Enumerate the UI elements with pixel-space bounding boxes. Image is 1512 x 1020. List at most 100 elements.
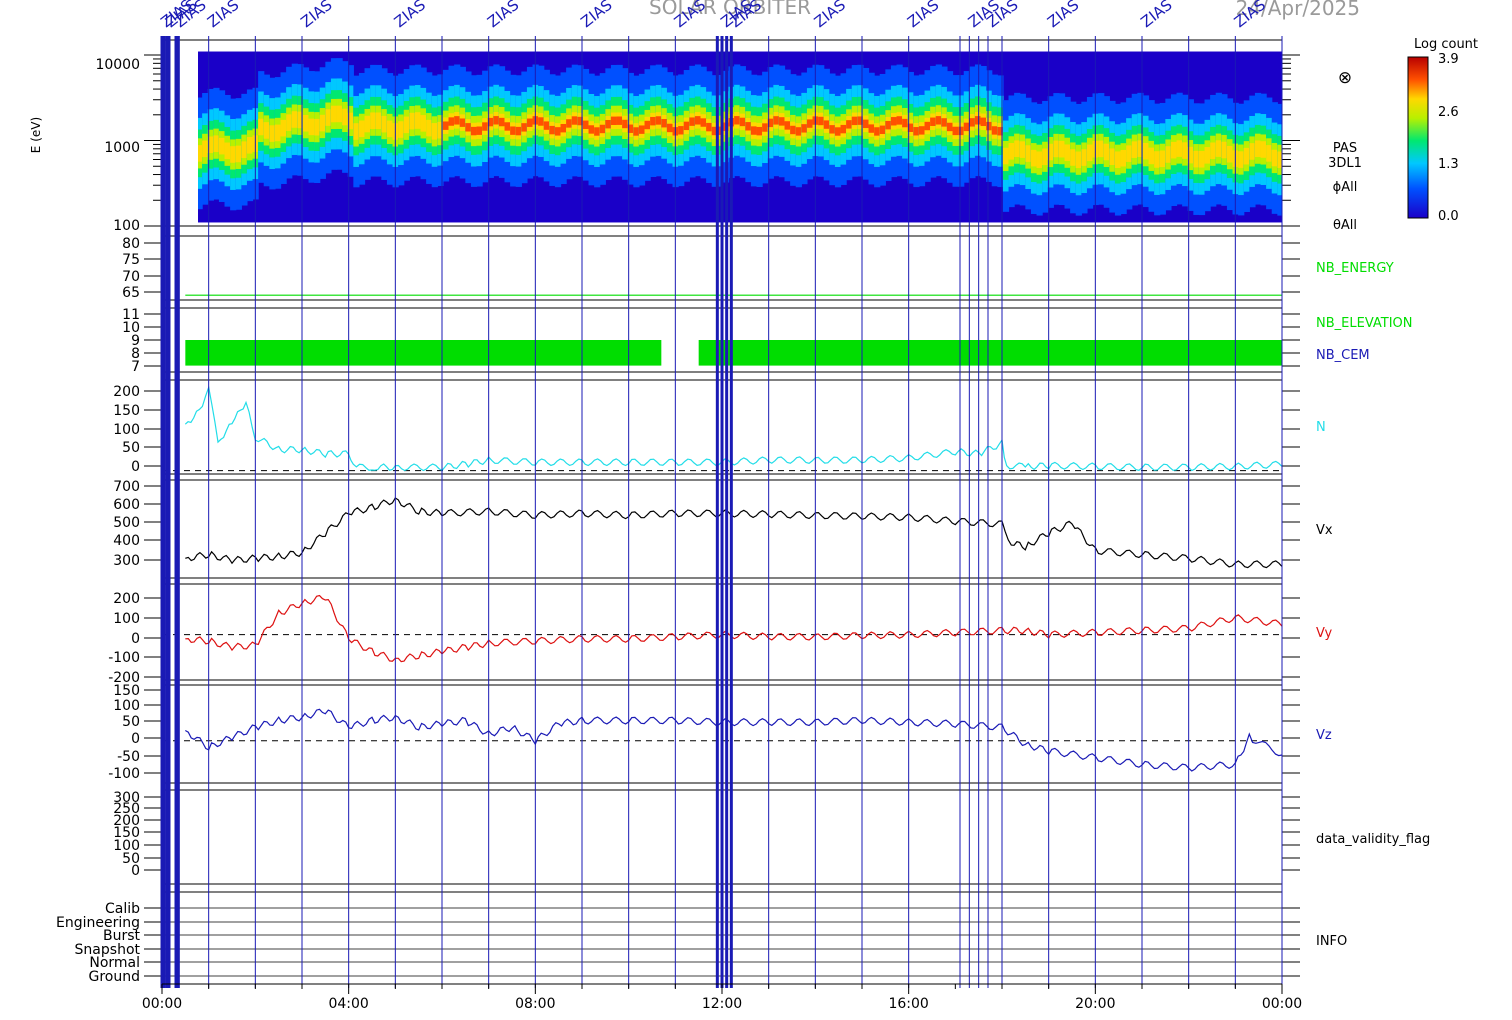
event-marker-label: ZIAS (904, 0, 942, 31)
spectrogram-cell (1271, 149, 1278, 167)
series-label-info: INFO (1316, 934, 1347, 949)
spectrogram-cell (700, 118, 707, 127)
spectrogram-cell (1198, 150, 1206, 168)
spectrogram-cell (750, 126, 758, 135)
panel-tick-label: 80 (122, 236, 140, 252)
spectrogram-cell (582, 120, 590, 129)
panel-info: CalibEngineeringBurstSnapshotNormalGroun… (56, 891, 1300, 985)
series-label-nb-elevation: NB_ELEVATION (1316, 316, 1413, 331)
spectrogram-cell (431, 123, 438, 140)
spectrogram-cell (633, 127, 640, 136)
spectrogram-cell (739, 117, 746, 127)
panel-tick-label: 9 (131, 333, 140, 349)
panel-tick-label: 200 (113, 813, 140, 829)
time-axis-label: 00:00 (1262, 996, 1302, 1012)
spectrogram-cell (773, 116, 780, 125)
panel-tick-label: 200 (113, 384, 140, 400)
spectrogram-cell (1030, 149, 1038, 167)
panel-tick-label: 0 (131, 459, 140, 475)
spectrogram-cell (353, 123, 360, 140)
spectrogram-cell (930, 117, 937, 126)
spectrogram-cell (1187, 146, 1194, 164)
panel-tick-label: 300 (113, 553, 140, 569)
panel-tick-label: 250 (113, 801, 140, 817)
spectrogram-cell (319, 114, 326, 132)
spectrogram-cell (980, 117, 987, 127)
product-label: 3DL1 (1328, 156, 1362, 171)
spectrogram-cell (213, 135, 220, 152)
spectrogram-cell (191, 119, 197, 190)
spectrogram-cell (907, 123, 914, 132)
spectrogram-cell (1114, 151, 1122, 168)
time-axis: 00:00 04:00 08:00 12:00 16:00 20:00 00:00 (142, 983, 1302, 1012)
time-axis-label: 04:00 (328, 996, 368, 1012)
spectrogram-cell (1075, 151, 1082, 169)
panel-tick-label: 0 (131, 631, 140, 647)
chart-title: SOLAR ORBITER (649, 0, 811, 19)
spectrogram-tick: 10000 (95, 57, 140, 73)
spectrogram-cell (493, 116, 500, 125)
spectrogram-cell (347, 112, 354, 130)
spectrogram-cell (767, 118, 774, 128)
spectrogram-cell (661, 119, 668, 128)
spectrogram-cell (650, 116, 657, 126)
spectrogram-cell (689, 117, 696, 126)
spectrogram-cell (398, 121, 405, 138)
colorbar-title: Log count (1414, 37, 1478, 52)
spectrogram-cell (879, 125, 886, 135)
spectrogram-cell (1019, 141, 1026, 158)
colorbar-tick: 1.3 (1438, 157, 1459, 172)
spectrogram-cell (258, 118, 265, 136)
theta-label: θAll (1333, 218, 1357, 233)
spectrogram-cell (482, 122, 489, 131)
spectrogram-cell (246, 137, 254, 154)
spectrogram-cell (1193, 150, 1200, 168)
spectrogram-cell (756, 126, 763, 136)
spectrogram-cell (560, 123, 567, 133)
spectrogram-cell (224, 142, 231, 160)
spectrogram-cell (991, 126, 998, 135)
spectrogram-cell (1266, 145, 1273, 162)
spectrogram-cell (386, 120, 394, 138)
colorbar-gradient (1407, 56, 1429, 219)
panel-tick-label: 700 (113, 479, 140, 495)
spectrogram-cell (997, 127, 1004, 136)
spectrogram-cell (1086, 144, 1094, 162)
panel-tick-label: Snapshot (75, 942, 141, 958)
spectrogram-cell (1064, 144, 1071, 162)
spectrogram-cell (913, 127, 920, 136)
panel-tick-label: 75 (122, 252, 140, 268)
spectrogram-cell (1025, 145, 1032, 162)
spectrogram-cell (806, 119, 814, 128)
spectrogram-cell (890, 117, 898, 126)
spectrogram-cell (1008, 143, 1015, 160)
panel-tick-label: 100 (113, 611, 140, 627)
spectrogram-cell (851, 116, 858, 126)
panel-tick-label: -200 (108, 670, 140, 686)
spectrogram-cell (504, 122, 511, 131)
event-marker-label: ZIAS (204, 0, 242, 31)
spectrogram-cell (409, 112, 416, 130)
series-line-density (184, 384, 1283, 472)
spectrogram-cell (1103, 143, 1110, 161)
spectrogram-cell (605, 119, 612, 129)
panel-tick-label: 11 (122, 307, 140, 323)
panel-tick-label: 50 (122, 714, 140, 730)
panel-vx: 700 600 500 400 300 (113, 479, 1300, 579)
panel-tick-label: 400 (113, 533, 140, 549)
spectrogram-cell (655, 116, 662, 125)
colorbar-tick: 3.9 (1438, 52, 1459, 67)
panel-tick-label: 70 (122, 269, 140, 285)
spectrogram-cell (638, 125, 646, 134)
spectrogram-cell (1215, 140, 1222, 157)
spectrogram-cell (935, 116, 942, 125)
panel-tick-label: 300 (113, 790, 140, 806)
spectrogram-cell (476, 126, 483, 135)
panel-tick-label: Calib (105, 901, 140, 917)
spectrogram-cell (1131, 141, 1138, 158)
spectrogram-cell (448, 117, 455, 126)
spectrogram-cell (1226, 145, 1234, 163)
spectrogram-tick: 1000 (104, 140, 140, 156)
